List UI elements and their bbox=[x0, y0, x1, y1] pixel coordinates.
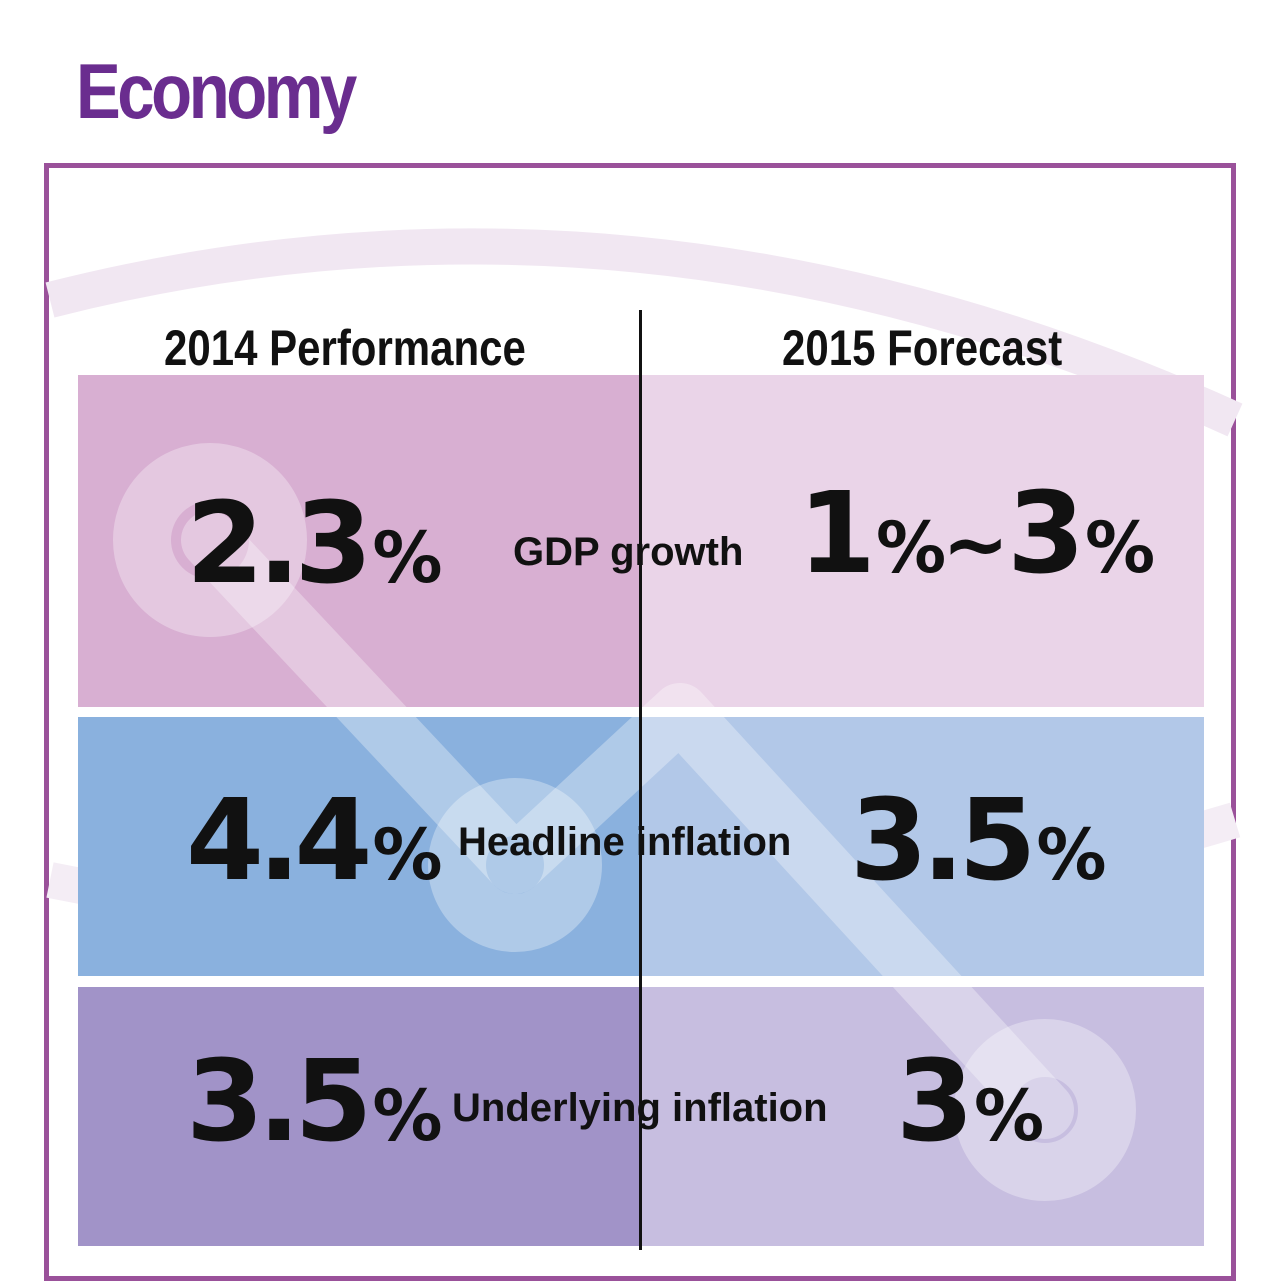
gdp-growth-2015-low: 1 bbox=[798, 469, 876, 599]
percent-sign: % bbox=[875, 507, 946, 589]
percent-sign: % bbox=[372, 814, 442, 896]
underlying-inflation-2014-number: 3.5 bbox=[186, 1037, 372, 1167]
column-header-2014-performance: 2014 Performance bbox=[164, 320, 526, 376]
underlying-inflation-2014-cell bbox=[78, 987, 640, 1246]
gdp-growth-2015-cell bbox=[640, 375, 1204, 707]
percent-sign: % bbox=[1036, 814, 1106, 896]
column-header-2015-forecast: 2015 Forecast bbox=[782, 320, 1063, 376]
gdp-growth-2015-value: 1%~3% bbox=[798, 478, 1155, 591]
underlying-inflation-2015-number: 3 bbox=[896, 1037, 974, 1167]
headline-inflation-2014-value: 4.4% bbox=[186, 785, 443, 897]
headline-inflation-label: Headline inflation bbox=[458, 820, 792, 864]
percent-sign: % bbox=[1085, 507, 1155, 589]
headline-inflation-2015-value: 3.5% bbox=[850, 785, 1107, 897]
percent-sign: % bbox=[372, 1075, 442, 1157]
content-frame bbox=[44, 163, 1236, 1281]
gdp-growth-2014-cell bbox=[78, 375, 640, 707]
headline-inflation-2014-cell bbox=[78, 717, 640, 976]
underlying-inflation-2015-cell bbox=[640, 987, 1204, 1246]
underlying-inflation-label: Underlying inflation bbox=[452, 1086, 828, 1130]
range-separator: ~ bbox=[942, 498, 1010, 591]
underlying-inflation-2014-value: 3.5% bbox=[186, 1046, 443, 1158]
headline-inflation-2014-number: 4.4 bbox=[186, 776, 372, 906]
gdp-growth-2015-high: 3 bbox=[1007, 469, 1085, 599]
percent-sign: % bbox=[973, 1075, 1044, 1157]
page-title: Economy bbox=[76, 47, 357, 135]
percent-sign: % bbox=[372, 517, 442, 599]
underlying-inflation-2015-value: 3% bbox=[896, 1046, 1044, 1158]
headline-inflation-2015-cell bbox=[640, 717, 1204, 976]
column-divider bbox=[639, 310, 642, 1250]
gdp-growth-label: GDP growth bbox=[513, 530, 744, 574]
gdp-growth-2014-value: 2.3% bbox=[186, 488, 443, 600]
gdp-growth-2014-number: 2.3 bbox=[186, 479, 372, 609]
headline-inflation-2015-number: 3.5 bbox=[850, 776, 1036, 906]
